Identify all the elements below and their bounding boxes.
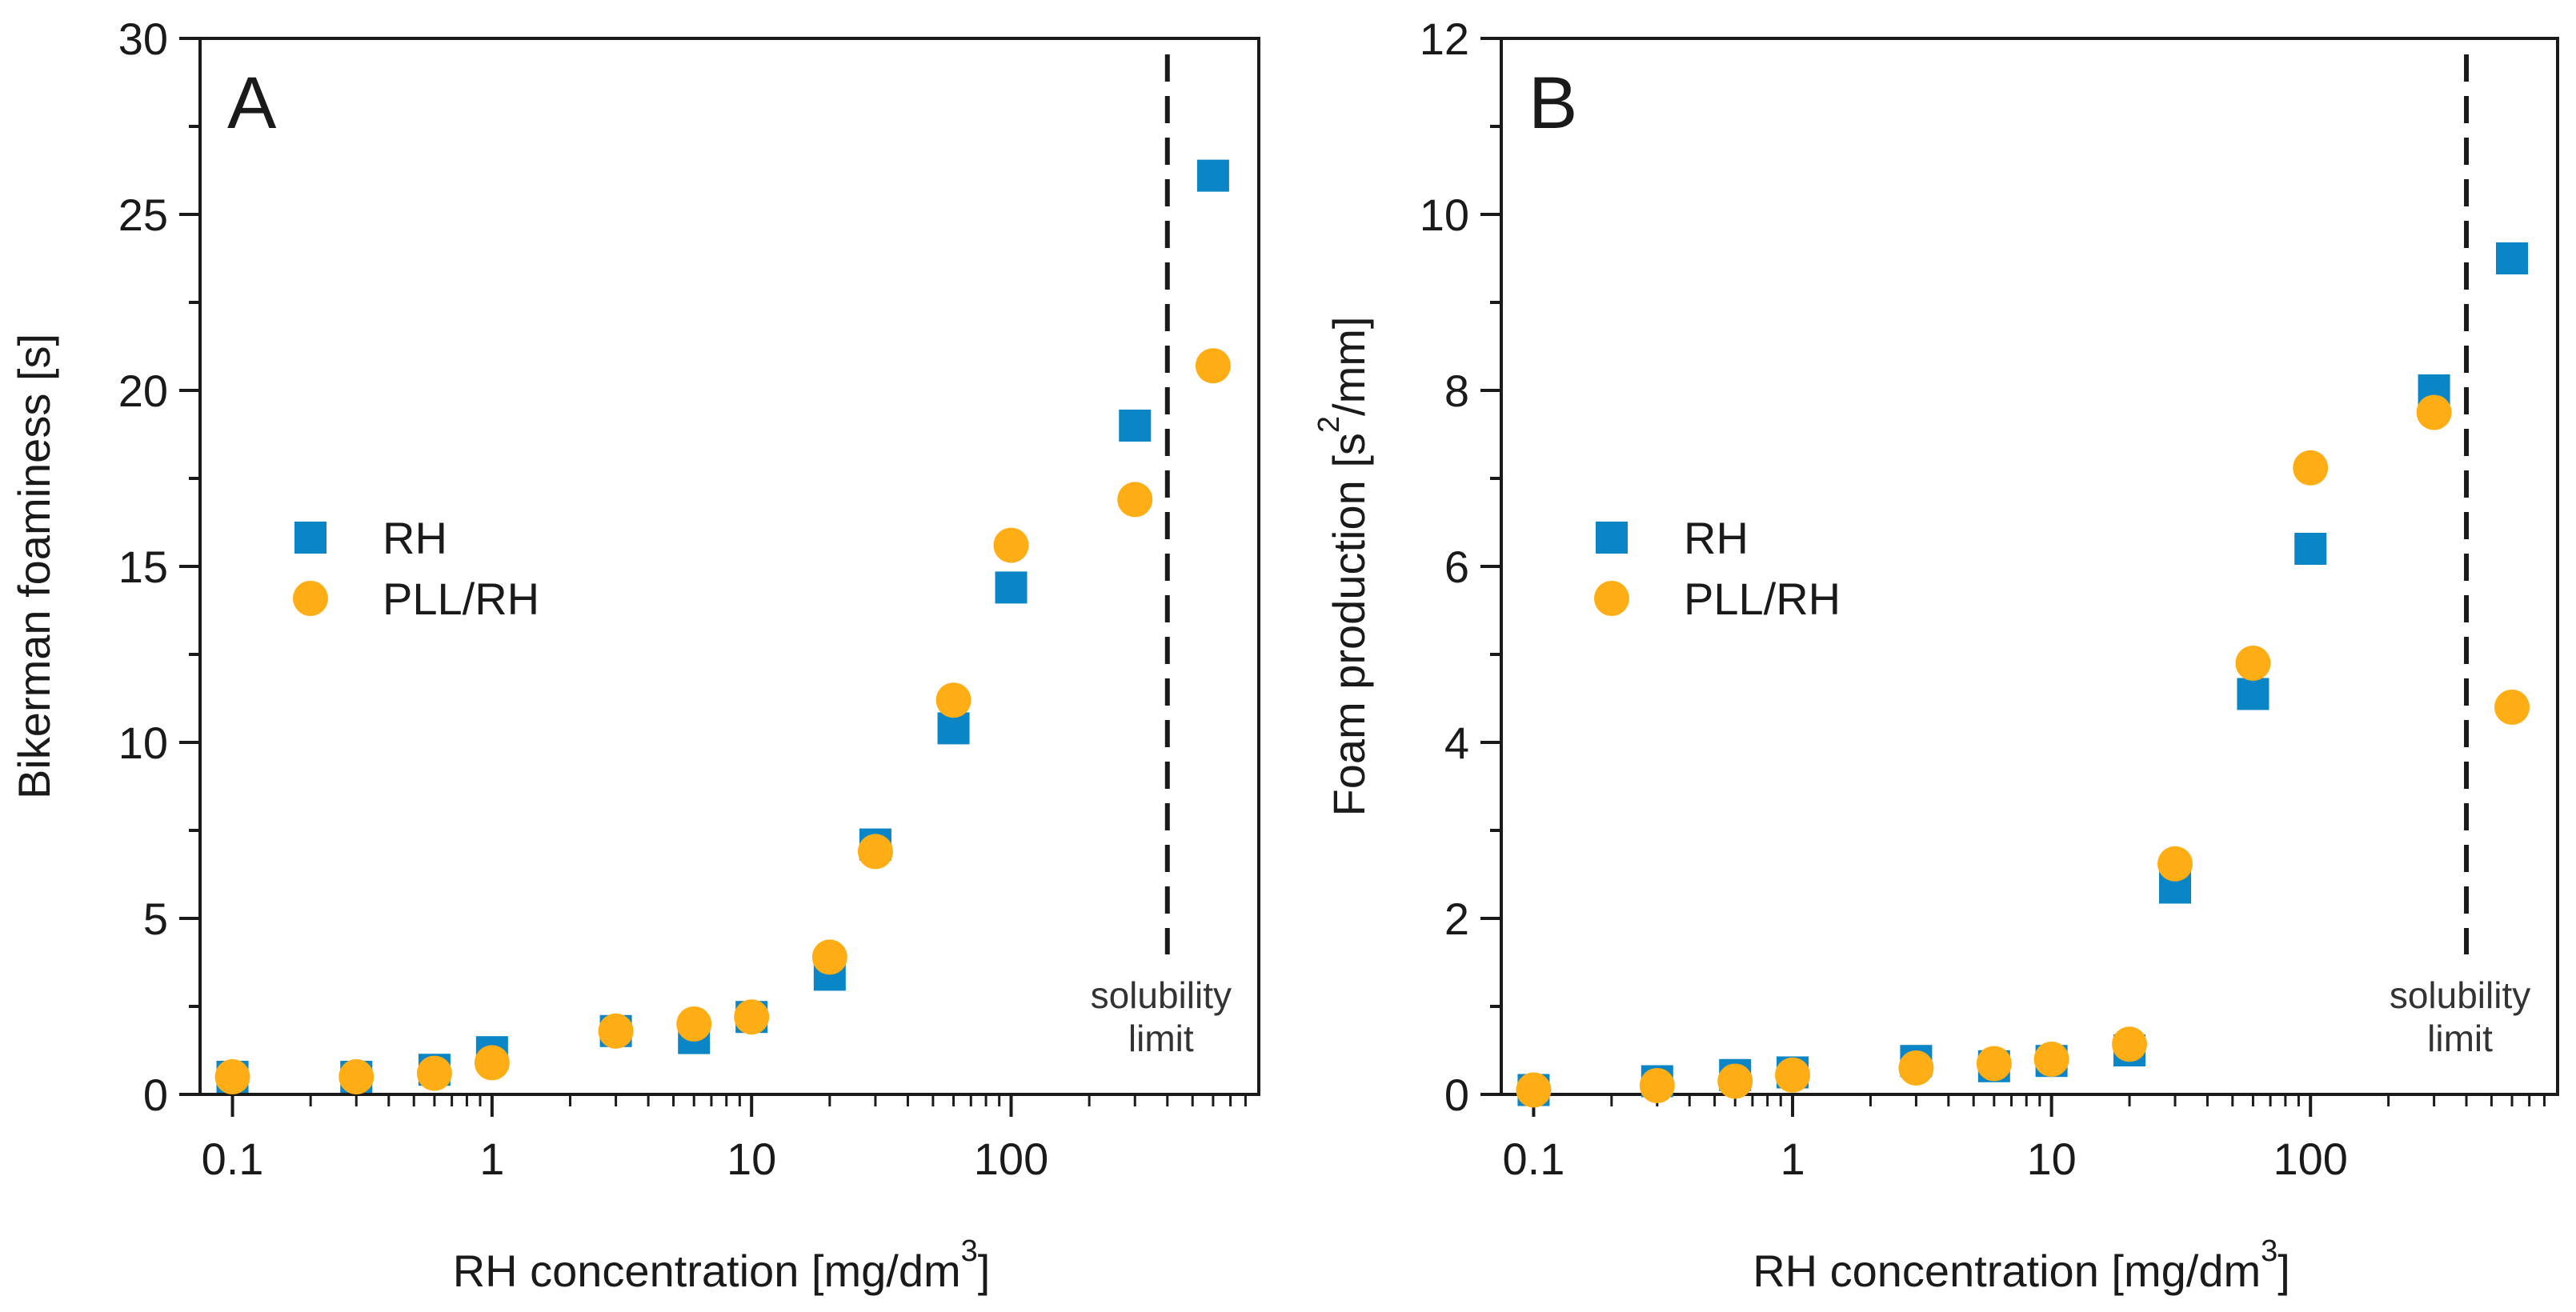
data-point-circle [1976,1046,2012,1082]
y-tick-label: 0 [1444,1070,1469,1120]
data-point-circle [2033,1042,2069,1077]
data-point-circle [734,999,770,1035]
x-tick-label: 0.1 [202,1134,264,1184]
y-axis-title: Foam production [s2/mm] [1312,317,1374,817]
legend: RH PLL/RH [1594,513,1841,624]
plot-frame [198,37,1260,1096]
data-point-circle [598,1013,634,1049]
y-axis-title-main: Bikerman foaminess [s] [9,334,59,799]
data-point-circle [1898,1050,1934,1086]
data-point-circle [2112,1026,2148,1062]
data-point-circle [339,1059,375,1094]
legend: RH PLL/RH [293,513,539,624]
x-axis-title-superscript: 3 [961,1234,978,1268]
data-point-circle [1195,348,1231,384]
chart-panel-a: 0 5 10 15 20 25 30 0.1 1 10 100 RH concentration [m… [9,14,1260,1296]
y-tick-label: 4 [1444,718,1469,768]
data-point-circle [935,682,972,718]
legend-marker-circle [1594,581,1629,616]
legend-label-pll-rh: PLL/RH [383,574,539,624]
data-point-square [1196,159,1229,192]
y-tick-label: 15 [118,542,168,592]
data-point-circle [1717,1063,1753,1099]
x-tick-label: 1 [1780,1134,1805,1184]
data-point-circle [2494,690,2530,725]
y-axis-title-main: Foam production [s [1324,433,1374,816]
data-point-circle [993,527,1029,563]
series-pll-rh [214,348,1231,1094]
x-tick-label: 100 [2273,1134,2347,1184]
x-axis-title: RH concentration [mg/dm3] [453,1234,991,1296]
x-tick-label: 0.1 [1502,1134,1564,1184]
x-axis-title-end: ] [2278,1246,2290,1296]
legend-marker-square [1596,522,1628,554]
y-axis-title: Bikerman foaminess [s] [9,334,59,799]
legend-marker-circle [293,581,328,616]
data-point-circle [474,1045,510,1081]
data-point-square [995,571,1028,604]
data-point-circle [811,939,847,975]
y-tick-label: 6 [1444,542,1469,592]
data-point-circle [1516,1072,1552,1108]
y-tick-label: 30 [118,14,168,64]
legend-label-pll-rh: PLL/RH [1684,574,1841,624]
data-point-circle [2416,394,2452,430]
annotation-limit: limit [1128,1018,1194,1059]
data-point-circle [2157,846,2193,882]
x-axis-title-end: ] [978,1246,991,1296]
x-axis-title-main: RH concentration [mg/dm [1753,1246,2261,1296]
data-point-circle [2293,450,2329,486]
chart-panel-b: 0 2 4 6 8 10 12 0.1 1 10 100 RH concentration [mg/d… [1312,14,2559,1296]
data-point-circle [1639,1068,1675,1103]
panel-letter: B [1528,62,1577,144]
annotation-limit: limit [2427,1018,2493,1059]
x-tick-label: 10 [2026,1134,2076,1184]
x-axis-title-superscript: 3 [2261,1234,2278,1268]
data-point-circle [676,1006,712,1042]
data-point-circle [857,834,893,870]
data-point-circle [2235,646,2271,681]
data-point-circle [1117,482,1153,518]
series-rh [1517,242,2529,1106]
y-tick-label: 12 [1420,14,1469,64]
legend-label-rh: RH [383,513,447,563]
data-point-circle [1775,1057,1811,1093]
y-tick-label: 5 [143,894,168,944]
plot-frame [1500,37,2559,1096]
y-tick-label: 10 [118,718,168,768]
data-point-square [2496,242,2529,274]
data-point-square [2237,678,2270,710]
y-tick-label: 20 [118,366,168,416]
x-axis-title: RH concentration [mg/dm3] [1753,1234,2290,1296]
legend-marker-square [294,522,327,554]
data-point-circle [416,1055,452,1091]
panel-letter: A [227,62,277,144]
x-tick-label: 10 [727,1134,776,1184]
y-axis-title-end: /mm] [1324,317,1374,416]
y-axis-title-superscript: 2 [1312,416,1346,433]
y-tick-label: 25 [118,190,168,240]
x-tick-label: 1 [479,1134,504,1184]
series-pll-rh [1516,394,2530,1108]
y-tick-label: 2 [1444,894,1469,944]
y-tick-label: 10 [1420,190,1469,240]
x-axis-title-main: RH concentration [mg/dm [453,1246,961,1296]
x-tick-label: 100 [974,1134,1048,1184]
annotation-solubility: solubility [2390,974,2530,1016]
legend-label-rh: RH [1684,513,1749,563]
y-tick-label: 0 [143,1070,168,1120]
data-point-square [2294,533,2327,565]
data-point-square [1119,410,1152,442]
annotation-solubility: solubility [1091,974,1232,1016]
y-tick-label: 8 [1444,366,1469,416]
series-rh [216,159,1229,1093]
data-point-circle [214,1059,250,1094]
